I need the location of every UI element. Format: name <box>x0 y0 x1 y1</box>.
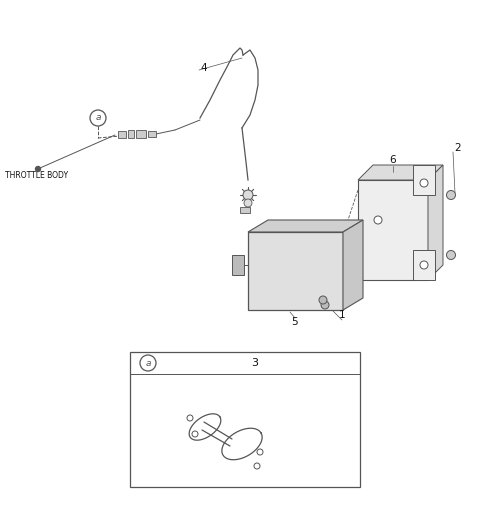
Text: 2: 2 <box>455 143 461 153</box>
Circle shape <box>243 190 253 200</box>
Circle shape <box>192 431 198 437</box>
Text: 5: 5 <box>292 317 298 327</box>
Text: 6: 6 <box>390 155 396 165</box>
Circle shape <box>319 296 327 304</box>
Bar <box>136 130 146 138</box>
Text: 1: 1 <box>339 310 345 320</box>
Bar <box>128 130 134 138</box>
Circle shape <box>321 301 329 309</box>
Circle shape <box>420 261 428 269</box>
Bar <box>232 255 244 275</box>
Polygon shape <box>343 220 363 310</box>
Text: 4: 4 <box>200 63 206 73</box>
Polygon shape <box>428 165 443 280</box>
Text: THROTTLE BODY: THROTTLE BODY <box>5 171 68 179</box>
Circle shape <box>420 179 428 187</box>
Bar <box>148 131 156 137</box>
Circle shape <box>374 216 382 224</box>
Text: 3: 3 <box>252 358 259 368</box>
Text: a: a <box>95 113 101 122</box>
Bar <box>240 207 250 213</box>
Bar <box>118 131 126 138</box>
Circle shape <box>187 415 193 421</box>
Circle shape <box>446 190 456 200</box>
Circle shape <box>36 167 40 172</box>
Text: a: a <box>145 359 151 367</box>
Circle shape <box>446 250 456 260</box>
Circle shape <box>254 463 260 469</box>
Bar <box>130 352 360 487</box>
Polygon shape <box>248 220 363 232</box>
Bar <box>413 250 435 280</box>
Circle shape <box>257 449 263 455</box>
Circle shape <box>140 355 156 371</box>
Circle shape <box>90 110 106 126</box>
Circle shape <box>244 199 252 207</box>
Polygon shape <box>358 165 443 180</box>
Bar <box>413 165 435 195</box>
Bar <box>248 232 343 310</box>
Bar <box>358 180 428 280</box>
